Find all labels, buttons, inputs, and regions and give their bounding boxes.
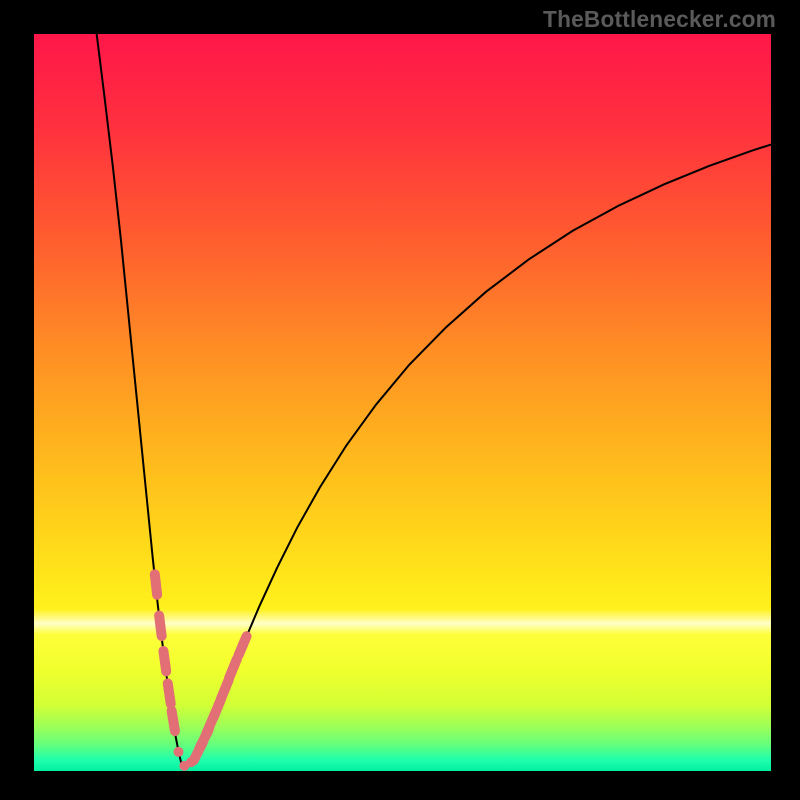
valley-marker xyxy=(168,683,171,703)
watermark-text: TheBottlenecker.com xyxy=(543,6,776,33)
valley-marker xyxy=(155,574,157,595)
valley-marker-dot xyxy=(186,757,196,767)
valley-marker xyxy=(163,651,166,671)
valley-marker xyxy=(172,711,175,731)
valley-marker xyxy=(159,616,162,636)
plot-area xyxy=(34,34,771,771)
bottleneck-chart xyxy=(34,34,771,771)
valley-marker-dot xyxy=(173,747,183,757)
gradient-background xyxy=(34,34,771,771)
